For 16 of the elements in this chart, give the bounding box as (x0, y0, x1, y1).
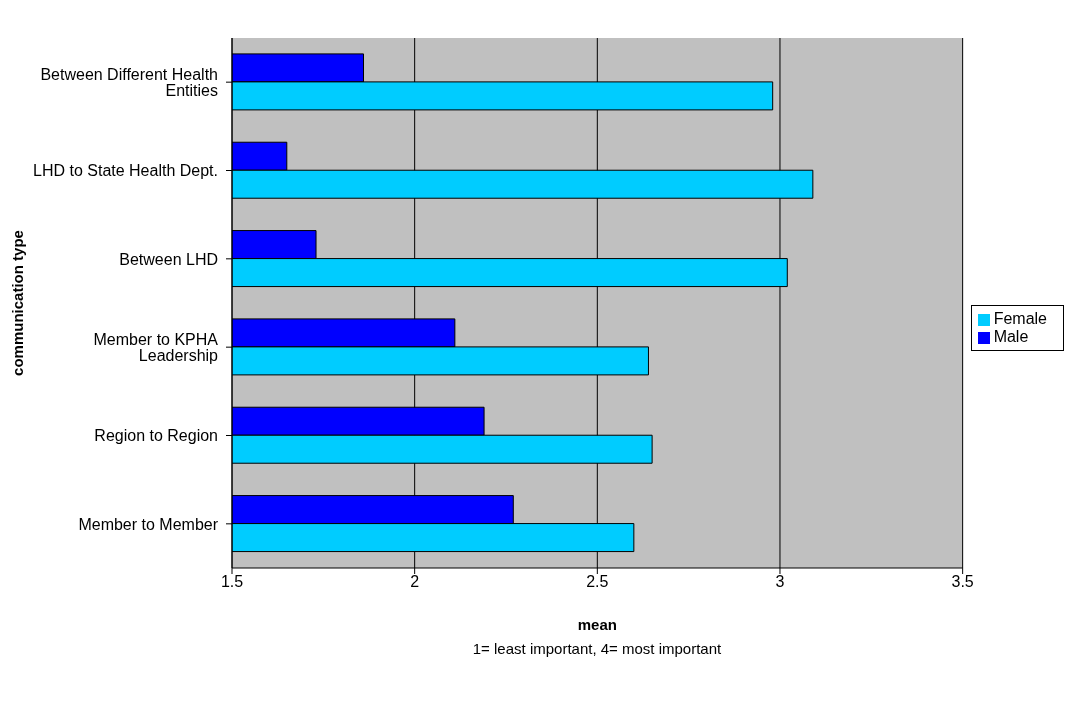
legend-label: Female (993, 310, 1047, 327)
y-tick-label: LHD to State Health Dept. (33, 162, 218, 180)
x-axis-title: mean (577, 616, 617, 633)
text: 1= least important, 4= most important (471, 640, 723, 657)
x-tick-label: 2.5 (586, 573, 609, 591)
x-tick-label: 3 (775, 573, 785, 591)
x-tick-label: 3.5 (951, 573, 974, 591)
x-tick-label: 2 (410, 573, 420, 591)
x-tick-label: 1.5 (220, 573, 244, 591)
y-tick-label: Between LHD (119, 250, 218, 268)
legend-label: Male (993, 328, 1029, 345)
y-tick-label: Region to Region (94, 427, 218, 445)
y-tick-label: Member to KPHA Leadership (93, 330, 219, 364)
y-tick-label: Between Different Health Entities (40, 65, 218, 99)
y-axis-title: communication type (9, 230, 27, 376)
y-tick-label: Member to Member (78, 515, 219, 533)
